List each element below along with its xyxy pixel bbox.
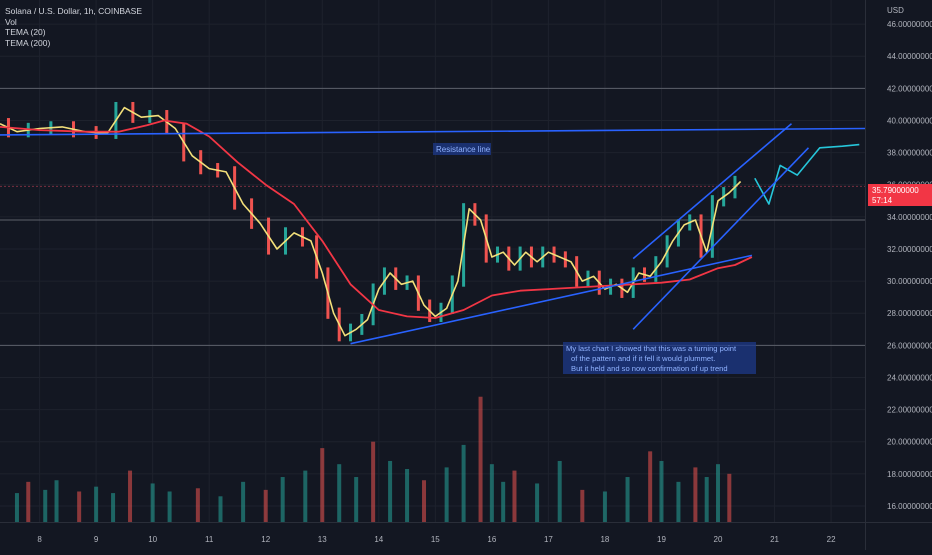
currency-label: USD: [887, 6, 904, 15]
volume-bar: [580, 489, 585, 522]
volume-bar: [303, 470, 308, 522]
volume-bar: [388, 460, 393, 522]
volume-bar: [625, 477, 630, 522]
channel-trendline: [350, 254, 753, 345]
volume-bar: [659, 460, 664, 522]
note-box: [563, 342, 756, 374]
price-tag: 35.79000000 57:14: [868, 184, 932, 206]
x-tick-label: 21: [770, 535, 779, 544]
x-tick-label: 10: [148, 535, 157, 544]
x-tick-label: 17: [544, 535, 553, 544]
volume-bar: [167, 491, 172, 522]
volume-bar: [535, 483, 540, 522]
volume-bar: [557, 460, 562, 522]
volume-bar: [14, 493, 19, 522]
volume-bar: [150, 483, 155, 522]
note-line-1: My last chart I showed that this was a t…: [566, 344, 737, 353]
y-tick-label: 24.00000000: [887, 373, 932, 382]
volume-bar: [727, 473, 732, 522]
y-tick-label: 16.00000000: [887, 502, 932, 511]
y-tick-label: 20.00000000: [887, 438, 932, 447]
grid-layer: [0, 0, 865, 522]
x-tick-label: 13: [318, 535, 327, 544]
y-tick-label: 40.00000000: [887, 116, 932, 125]
x-tick-label: 12: [261, 535, 270, 544]
volume-bar: [43, 489, 48, 522]
volume-bar: [704, 477, 709, 522]
y-tick-label: 18.00000000: [887, 470, 932, 479]
y-tick-label: 32.00000000: [887, 245, 932, 254]
y-tick-label: 42.00000000: [887, 84, 932, 93]
resistance-label: Resistance line: [436, 145, 491, 154]
volume-bar: [489, 464, 494, 522]
price-tag-countdown: 57:14: [872, 196, 893, 205]
volume-bar: [128, 470, 133, 522]
volume-bar: [501, 481, 506, 522]
projection-path: [754, 143, 860, 205]
y-tick-label: 26.00000000: [887, 341, 932, 350]
volume-bar: [371, 441, 376, 522]
y-tick-label: 30.00000000: [887, 277, 932, 286]
volume-bar: [422, 480, 427, 522]
volume-bar: [111, 493, 116, 522]
volume-bar: [512, 470, 517, 522]
volume-bar: [263, 489, 268, 522]
volume-bar: [26, 481, 31, 522]
volume-bar: [676, 481, 681, 522]
volume-bar: [602, 491, 607, 522]
volume-layer: [14, 396, 732, 522]
resistance-trendline: [0, 127, 866, 136]
volume-bar: [54, 480, 59, 522]
volume-bar: [354, 477, 359, 522]
volume-bar: [195, 488, 200, 522]
volume-bar: [337, 464, 342, 522]
y-tick-label: 34.00000000: [887, 213, 932, 222]
volume-bar: [716, 464, 721, 522]
resistance-label-box: [433, 143, 491, 155]
x-tick-label: 22: [827, 535, 836, 544]
tema-200-line: [0, 119, 753, 319]
volume-bar: [94, 486, 99, 522]
series-layer: [0, 101, 860, 342]
x-tick-label: 20: [714, 535, 723, 544]
volume-bar: [478, 396, 483, 522]
y-tick-label: 22.00000000: [887, 406, 932, 415]
y-tick-label: 46.00000000: [887, 20, 932, 29]
x-tick-label: 9: [94, 535, 99, 544]
volume-bar: [320, 448, 325, 522]
x-tick-label: 19: [657, 535, 666, 544]
volume-bar: [693, 467, 698, 522]
x-tick-label: 11: [205, 535, 214, 544]
volume-bar: [461, 444, 466, 522]
note-line-2: of the pattern and if it fell it would p…: [571, 354, 715, 363]
volume-bar: [648, 451, 653, 522]
price-tag-value: 35.79000000: [872, 186, 919, 195]
trendline-layer[interactable]: [0, 123, 866, 345]
volume-bar: [241, 481, 246, 522]
annotation-layer[interactable]: Resistance line My last chart I showed t…: [433, 143, 756, 374]
y-tick-label: 38.00000000: [887, 149, 932, 158]
volume-bar: [444, 467, 449, 522]
volume-bar: [405, 468, 410, 522]
x-tick-label: 18: [600, 535, 609, 544]
x-tick-label: 14: [374, 535, 383, 544]
channel-trendline: [632, 123, 793, 260]
price-tag-box: [868, 184, 932, 206]
volume-bar: [77, 491, 82, 522]
volume-bar: [280, 477, 285, 522]
channel-trendline: [632, 147, 810, 330]
y-tick-label: 28.00000000: [887, 309, 932, 318]
x-tick-label: 16: [487, 535, 496, 544]
note-line-3: But it held and so now confirmation of u…: [571, 364, 728, 373]
x-tick-label: 15: [431, 535, 440, 544]
y-tick-label: 44.00000000: [887, 52, 932, 61]
x-tick-label: 8: [37, 535, 42, 544]
volume-bar: [218, 496, 223, 522]
